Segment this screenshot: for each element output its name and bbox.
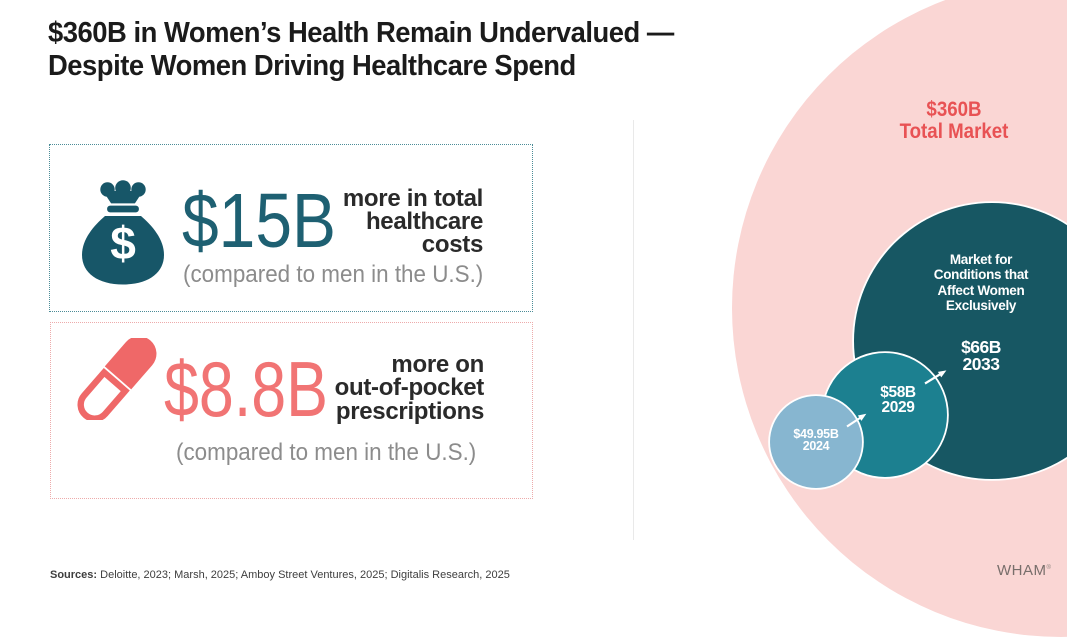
svg-text:$: $ xyxy=(110,217,136,269)
